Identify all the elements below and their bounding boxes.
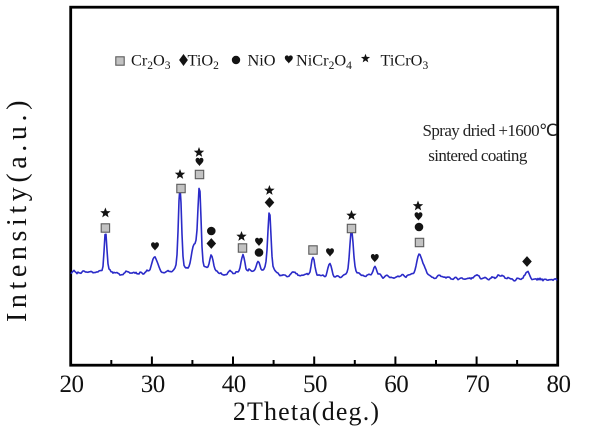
svg-text:2Theta(deg.): 2Theta(deg.): [233, 397, 380, 426]
svg-text:70: 70: [465, 371, 489, 398]
svg-text:NiCr2​O4​: NiCr2​O4​: [296, 51, 352, 73]
svg-text:20: 20: [60, 371, 84, 398]
svg-text:TiCrO3​: TiCrO3​: [381, 51, 429, 73]
svg-text:Intensity(a.u.): Intensity(a.u.): [2, 96, 33, 322]
svg-text:50: 50: [303, 371, 327, 398]
svg-text:Spray dried +1600℃: Spray dried +1600℃: [423, 121, 558, 140]
svg-text:80: 80: [547, 371, 571, 398]
svg-text:40: 40: [222, 371, 246, 398]
svg-text:Cr2​O3​: Cr2​O3​: [131, 51, 171, 73]
svg-text:TiO2​: TiO2​: [188, 51, 220, 73]
svg-text:60: 60: [384, 371, 408, 398]
svg-text:sintered coating: sintered coating: [428, 146, 528, 165]
svg-text:NiO: NiO: [248, 51, 276, 70]
svg-text:30: 30: [141, 371, 165, 398]
